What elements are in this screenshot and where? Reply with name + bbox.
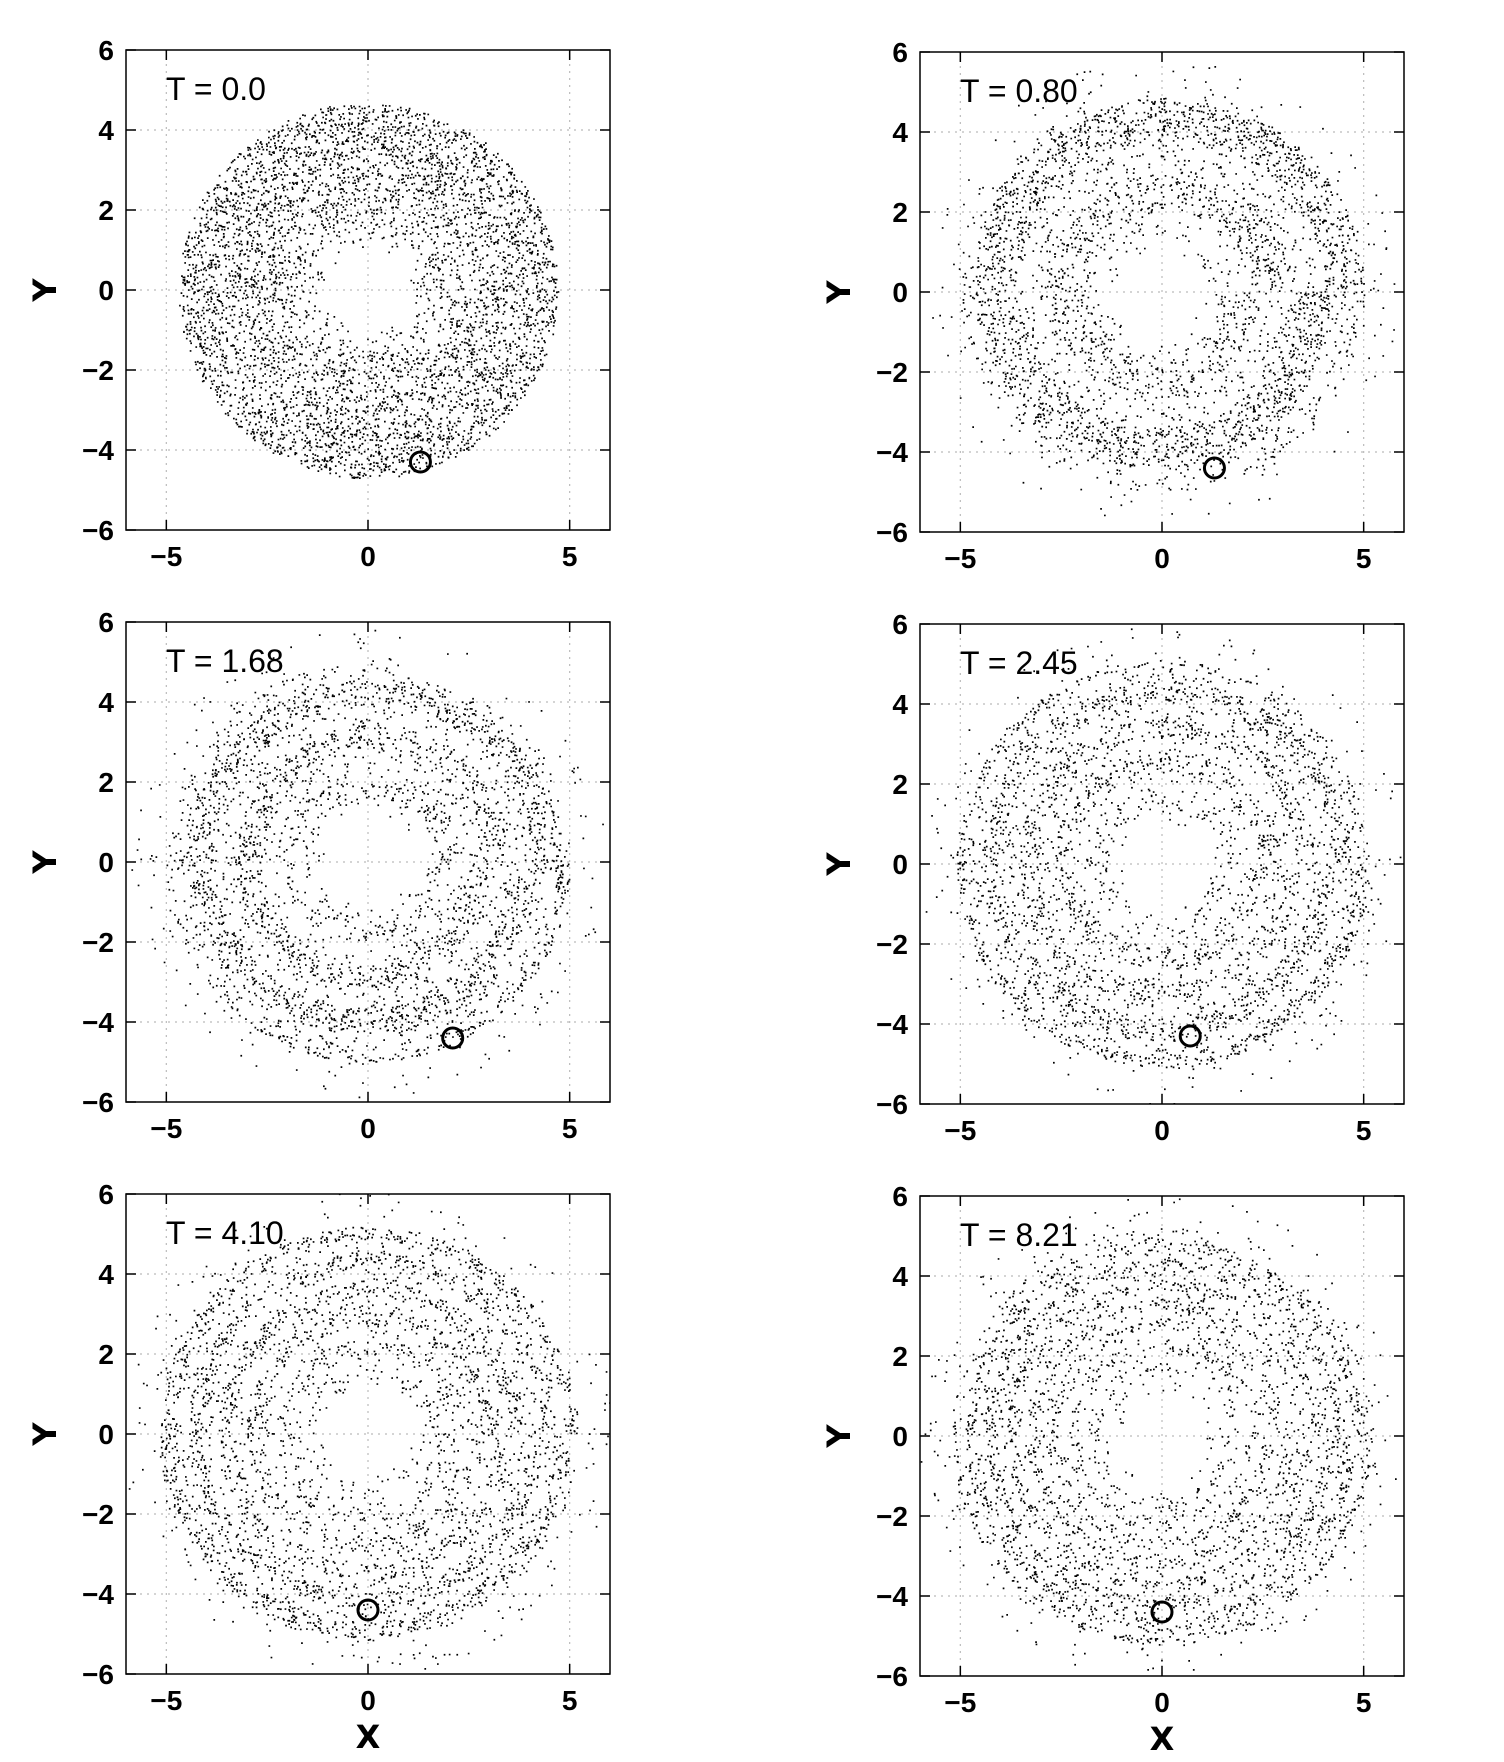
chart-panel-2: −5 0 5 6 4 2 0 −2 −4 −6 T = 0.80 Y [820,37,1405,574]
panel-time-label: T = 8.21 [960,1217,1078,1253]
y-tick-label: −6 [82,515,114,546]
y-axis-label: Y [820,852,858,877]
y-tick-label: 0 [98,847,114,878]
y-tick-label: −6 [876,517,908,548]
y-tick-label: −4 [876,1581,908,1612]
y-tick-label: −6 [82,1087,114,1118]
y-axis-label: Y [26,850,64,875]
y-tick-label: −2 [876,357,908,388]
perturber-marker [1150,1600,1174,1624]
perturber-marker [408,450,432,474]
x-tick-label: 0 [360,1113,376,1144]
panel-time-label: T = 1.68 [166,643,284,679]
particle-points [932,66,1396,517]
panel-time-label: T = 2.45 [960,645,1078,681]
y-tick-label: −2 [82,1499,114,1530]
y-tick-label: 0 [892,1421,908,1452]
perturber-marker [1202,456,1226,480]
x-tick-label: 0 [1154,1115,1170,1146]
y-tick-label: −2 [82,355,114,386]
y-axis-label: Y [26,1422,64,1447]
x-axis-label: X [356,1718,381,1756]
y-tick-label: 0 [98,1419,114,1450]
x-tick-label: 5 [562,1113,578,1144]
y-tick-label: 6 [98,35,114,66]
particle-points [925,628,1402,1104]
x-tick-label: −5 [150,1113,182,1144]
x-tick-label: −5 [944,543,976,574]
y-tick-label: −2 [876,929,908,960]
y-tick-label: 2 [892,1341,908,1372]
x-tick-label: 5 [562,1685,578,1716]
x-tick-label: 5 [1356,1115,1372,1146]
panel-time-label: T = 4.10 [166,1215,284,1251]
x-tick-label: −5 [150,541,182,572]
chart-panel-5: −5 0 5 6 4 2 0 −2 −4 −6 T = 4.10 Y X [26,1179,611,1756]
y-tick-label: −4 [82,435,114,466]
x-tick-label: −5 [150,1685,182,1716]
y-tick-label: 6 [892,1181,908,1212]
x-tick-label: 0 [360,1685,376,1716]
particle-points [128,1194,610,1670]
y-tick-label: 2 [98,195,114,226]
y-tick-label: 4 [892,117,908,148]
y-tick-label: 2 [98,1339,114,1370]
y-axis-label: Y [820,1424,858,1449]
perturber-marker [441,1026,465,1050]
y-tick-label: −2 [82,927,114,958]
y-tick-label: 4 [892,1261,908,1292]
x-tick-label: 0 [1154,543,1170,574]
y-tick-label: −4 [82,1579,114,1610]
y-tick-label: −4 [876,1009,908,1040]
chart-panel-6: −5 0 5 6 4 2 0 −2 −4 −6 T = 8.21 Y X [820,1181,1405,1758]
particle-points [179,104,560,479]
y-tick-label: 0 [892,277,908,308]
x-tick-label: 5 [562,541,578,572]
chart-panel-3: −5 0 5 6 4 2 0 −2 −4 −6 T = 1.68 Y [26,607,611,1144]
x-tick-label: −5 [944,1687,976,1718]
y-tick-label: 2 [892,197,908,228]
chart-panel-1: −5 0 5 6 4 2 0 −2 −4 −6 T = 0.0 Y [26,35,611,572]
y-tick-label: 6 [98,1179,114,1210]
chart-panel-4: −5 0 5 6 4 2 0 −2 −4 −6 T = 2.45 Y [820,609,1405,1146]
y-tick-label: −6 [876,1089,908,1120]
y-axis-label: Y [26,278,64,303]
y-tick-label: −2 [876,1501,908,1532]
x-tick-label: 5 [1356,543,1372,574]
x-tick-label: −5 [944,1115,976,1146]
x-tick-label: 0 [360,541,376,572]
y-tick-label: 6 [98,607,114,638]
perturber-marker [1178,1024,1202,1048]
y-axis-label: Y [820,280,858,305]
x-tick-label: 0 [1154,1687,1170,1718]
y-tick-label: −4 [876,437,908,468]
y-tick-label: −6 [82,1659,114,1690]
y-tick-label: 6 [892,37,908,68]
x-axis-label: X [1150,1720,1175,1758]
y-tick-label: −4 [82,1007,114,1038]
y-tick-label: 4 [98,1259,114,1290]
y-tick-label: −6 [876,1661,908,1692]
y-tick-label: 6 [892,609,908,640]
y-tick-label: 4 [98,687,114,718]
panel-time-label: T = 0.80 [960,73,1078,109]
y-tick-label: 4 [892,689,908,720]
y-tick-label: 0 [892,849,908,880]
y-tick-label: 2 [98,767,114,798]
y-tick-label: 2 [892,769,908,800]
y-tick-label: 4 [98,115,114,146]
panel-time-label: T = 0.0 [166,71,266,107]
particle-points [920,1196,1397,1671]
y-tick-label: 0 [98,275,114,306]
x-tick-label: 5 [1356,1687,1372,1718]
perturber-marker [356,1598,380,1622]
